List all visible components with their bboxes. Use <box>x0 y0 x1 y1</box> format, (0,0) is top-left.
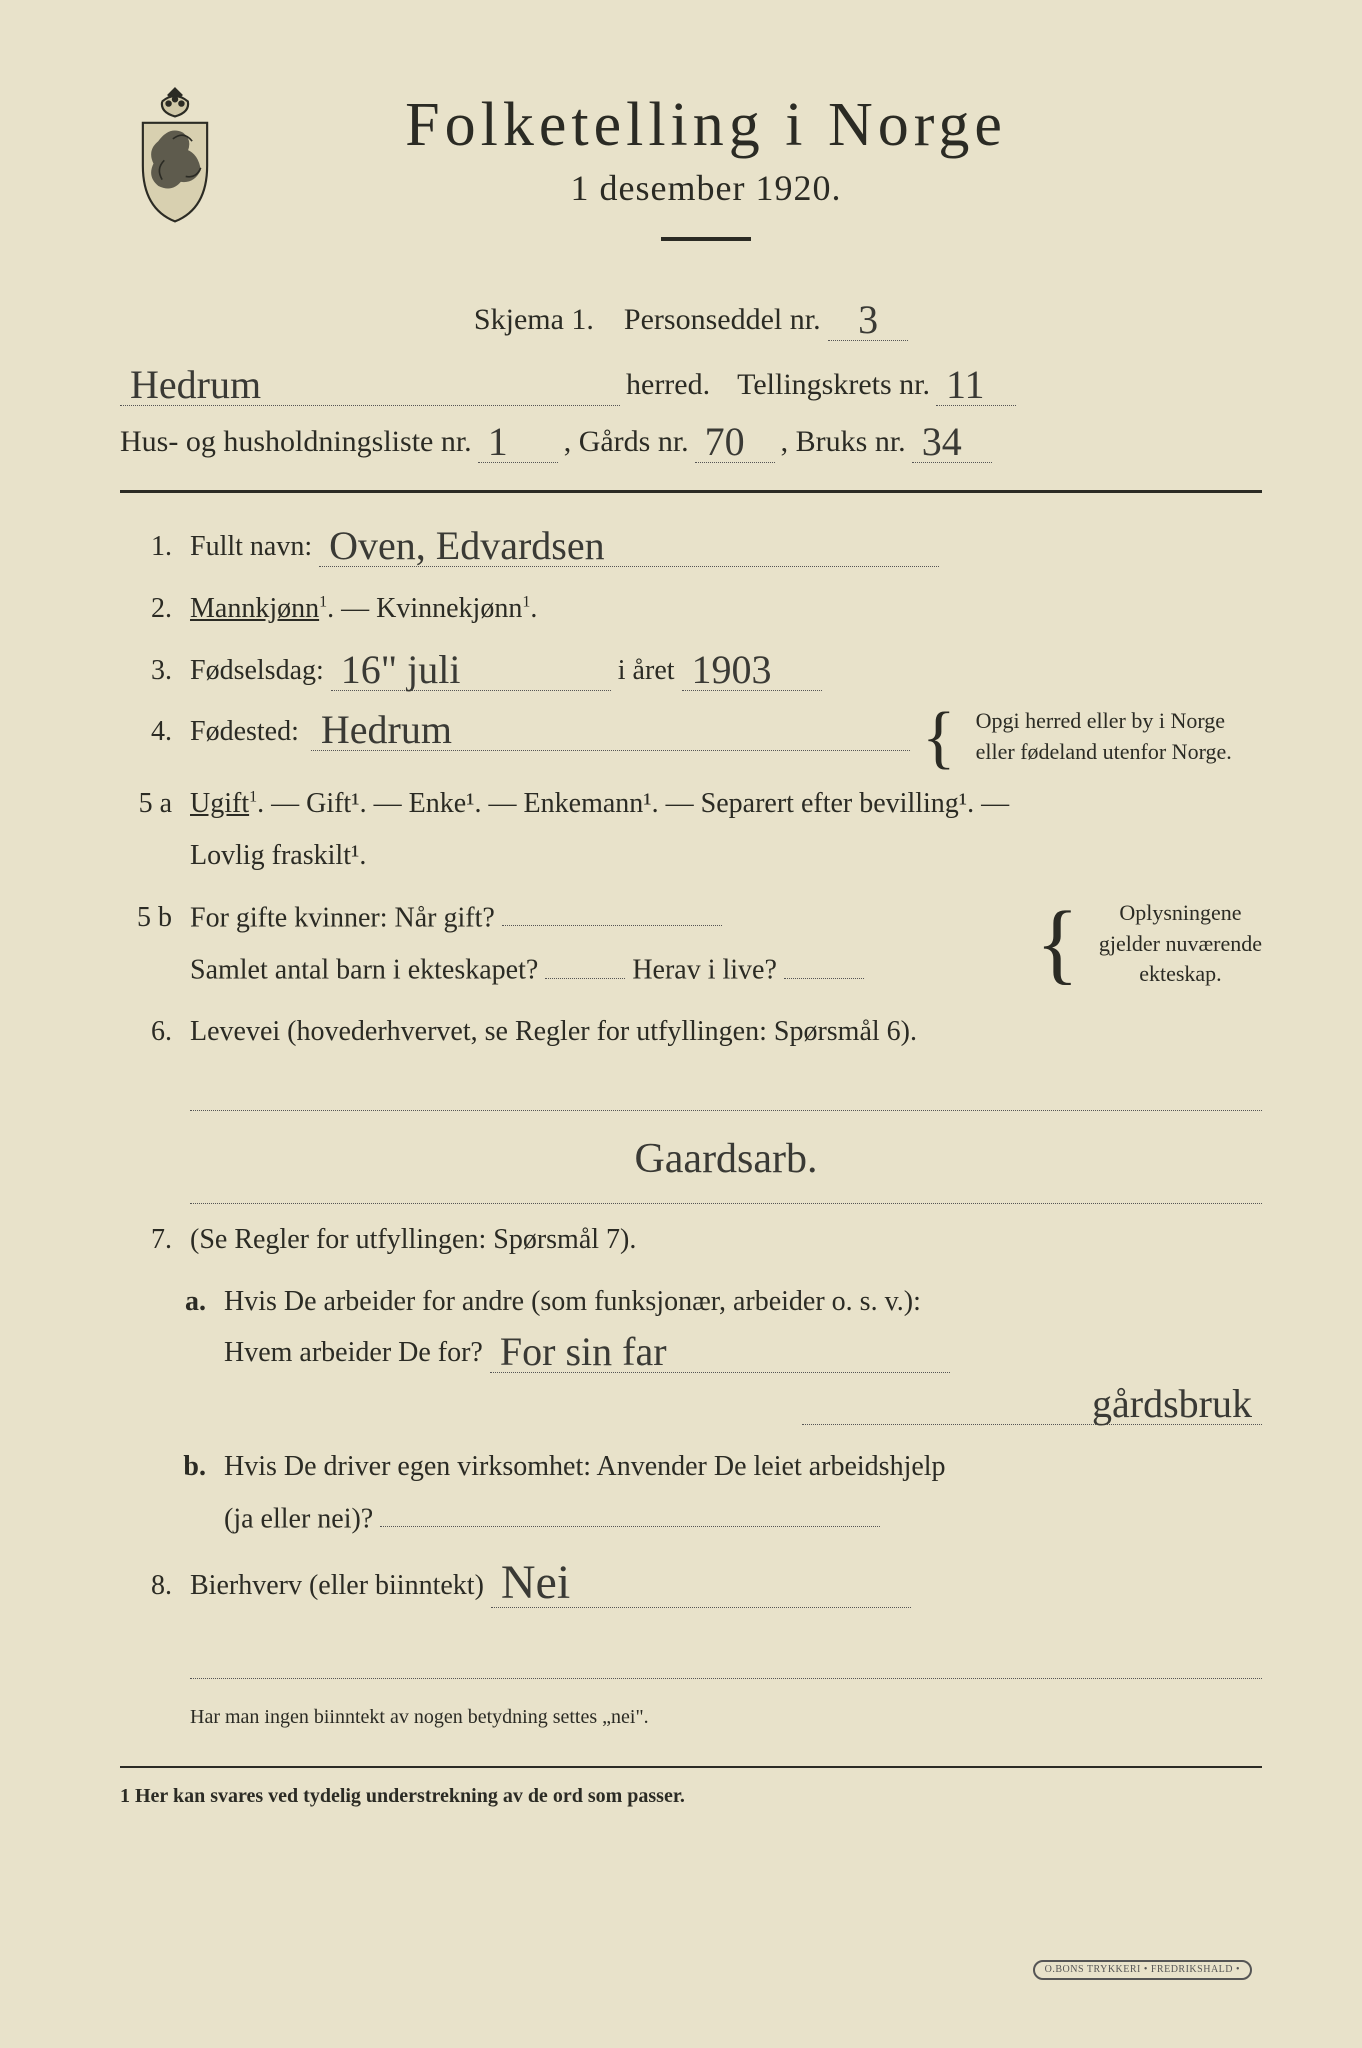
q5a-rest: . — Gift¹. — Enke¹. — Enkemann¹. — Separ… <box>257 788 1009 819</box>
q8-blank <box>190 1636 1262 1679</box>
personseddel-label: Personseddel nr. <box>624 303 821 336</box>
brace-icon: { <box>922 713 956 762</box>
q7a-val1: For sin far <box>490 1332 950 1373</box>
footnote-1: 1 Her kan svares ved tydelig understrekn… <box>120 1778 1262 1815</box>
q4-row: 4. Fødested: Hedrum { Opgi herred eller … <box>120 706 1262 768</box>
gards-label: , Gårds nr. <box>564 413 689 470</box>
q1-label: Fullt navn: <box>190 531 312 562</box>
q5b-l2a: Samlet antal barn i ekteskapet? <box>190 955 538 986</box>
q7a-row: a. Hvis De arbeider for andre (som funks… <box>154 1276 1262 1431</box>
skjema-label: Skjema 1. <box>474 303 594 336</box>
q4-aside: { Opgi herred eller by i Norge eller fød… <box>922 706 1262 768</box>
tellingskrets-nr: 11 <box>936 365 1016 406</box>
q3-label: Fødselsdag: <box>190 655 324 686</box>
q6-num: 6. <box>120 1006 172 1058</box>
census-form-page: Folketelling i Norge 1 desember 1920. Sk… <box>0 0 1362 2048</box>
tellingskrets-label: Tellingskrets nr. <box>737 356 930 413</box>
header: Folketelling i Norge 1 desember 1920. <box>120 90 1262 241</box>
bruks-label: , Bruks nr. <box>781 413 906 470</box>
q5a-row: 5 a Ugift1. — Gift¹. — Enke¹. — Enkemann… <box>120 778 1262 882</box>
q5a-num: 5 a <box>120 778 172 830</box>
q5b-blank3 <box>784 944 864 979</box>
q2-kvinne: Kvinnekjønn <box>376 593 522 624</box>
main-title: Folketelling i Norge <box>260 90 1152 161</box>
q8-value: Nei <box>491 1559 911 1608</box>
q5b-row: 5 b For gifte kvinner: Når gift? Samlet … <box>120 892 1262 997</box>
husliste-label: Hus- og husholdningsliste nr. <box>120 413 472 470</box>
q5b-l2b: Herav i live? <box>632 955 777 986</box>
coat-of-arms-icon <box>120 80 230 230</box>
herred-label: herred. <box>626 356 710 413</box>
q1-row: 1. Fullt navn: Oven, Edvardsen <box>120 521 1262 573</box>
q7b-num: b. <box>154 1441 206 1493</box>
q7b-l1: Hvis De driver egen virksomhet: Anvender… <box>224 1441 1262 1493</box>
q7a-num: a. <box>154 1276 206 1328</box>
q3-year: 1903 <box>682 650 822 691</box>
q4-label: Fødested: <box>190 706 299 758</box>
q7-row: 7. (Se Regler for utfyllingen: Spørsmål … <box>120 1214 1262 1266</box>
husliste-nr: 1 <box>478 422 558 463</box>
q8-num: 8. <box>120 1560 172 1612</box>
q2-row: 2. Mannkjønn1. — Kvinnekjønn1. <box>120 583 1262 635</box>
q3-row: 3. Fødselsdag: 16" juli i året 1903 <box>120 645 1262 697</box>
printer-stamp: O.BONS TRYKKERI • FREDRIKSHALD • <box>1033 1960 1252 1980</box>
q1-num: 1. <box>120 521 172 573</box>
q8-row: 8. Bierhverv (eller biinntekt) Nei <box>120 1555 1262 1612</box>
brace-icon: { <box>1036 912 1079 975</box>
q5b-l1: For gifte kvinner: Når gift? <box>190 902 495 933</box>
q2-mann: Mannkjønn <box>190 593 319 624</box>
herred-value: Hedrum <box>120 365 620 406</box>
footnote-nei: Har man ingen biinntekt av nogen betydni… <box>120 1699 1262 1736</box>
q7b-row: b. Hvis De driver egen virksomhet: Anven… <box>154 1441 1262 1545</box>
title-block: Folketelling i Norge 1 desember 1920. <box>260 90 1262 241</box>
meta-block: Skjema 1. Personseddel nr. 3 Hedrum herr… <box>120 291 1262 470</box>
q7-label: (Se Regler for utfyllingen: Spørsmål 7). <box>190 1214 1262 1266</box>
q7a-val2: gårdsbruk <box>802 1384 1262 1425</box>
personseddel-nr: 3 <box>828 300 908 341</box>
q6-blank1 <box>190 1068 1262 1111</box>
q1-value: Oven, Edvardsen <box>319 526 939 567</box>
q6-label: Levevei (hovederhvervet, se Regler for u… <box>190 1006 1262 1058</box>
title-rule <box>661 237 751 241</box>
q7a-l2: Hvem arbeider De for? <box>224 1337 483 1368</box>
questions: 1. Fullt navn: Oven, Edvardsen 2. Mannkj… <box>120 521 1262 1815</box>
q2-num: 2. <box>120 583 172 635</box>
q4-num: 4. <box>120 706 172 758</box>
q7a-l1: Hvis De arbeider for andre (som funksjon… <box>224 1276 1262 1328</box>
q4-value: Hedrum <box>311 710 910 751</box>
q5b-num: 5 b <box>120 892 172 944</box>
subtitle: 1 desember 1920. <box>260 167 1152 209</box>
q5b-blank2 <box>545 944 625 979</box>
q3-num: 3. <box>120 645 172 697</box>
q5a-ugift: Ugift <box>190 788 249 819</box>
q5b-aside: { Oplysningene gjelder nuværende ekteska… <box>1036 898 1262 990</box>
q7b-blank <box>380 1493 880 1528</box>
q5b-blank1 <box>502 892 722 927</box>
q7-num: 7. <box>120 1214 172 1266</box>
q7b-l2: (ja eller nei)? <box>224 1503 373 1534</box>
divider <box>120 490 1262 493</box>
q6-value: Gaardsarb. <box>190 1121 1262 1204</box>
footnote-rule <box>120 1766 1262 1768</box>
q6-row: 6. Levevei (hovederhvervet, se Regler fo… <box>120 1006 1262 1058</box>
q3-mid: i året <box>618 655 675 686</box>
bruks-nr: 34 <box>912 422 992 463</box>
q5a-line2: Lovlig fraskilt¹. <box>190 830 1262 882</box>
q8-label: Bierhverv (eller biinntekt) <box>190 1570 484 1601</box>
gards-nr: 70 <box>695 422 775 463</box>
q3-day: 16" juli <box>331 650 611 691</box>
